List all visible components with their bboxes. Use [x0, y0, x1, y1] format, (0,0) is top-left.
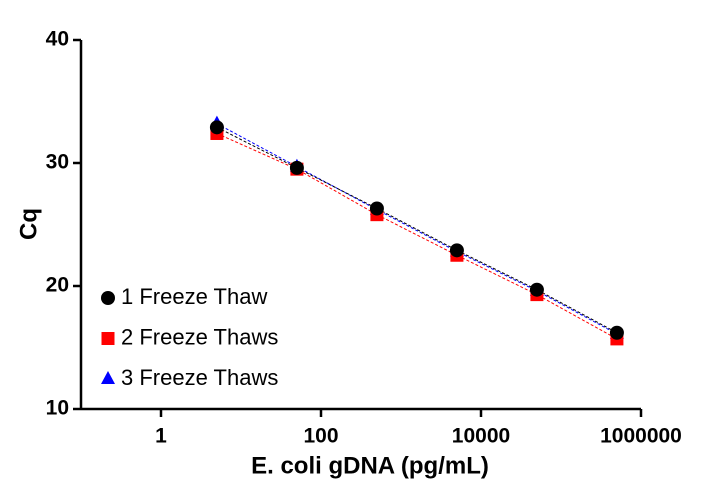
x-tick-label: 1 — [155, 425, 167, 448]
y-tick-label: 10 — [46, 397, 69, 420]
legend-label: 3 Freeze Thaws — [121, 365, 278, 390]
marker — [609, 325, 624, 340]
series-line — [216, 126, 618, 334]
x-axis-label: E. coli gDNA (pg/mL) — [251, 452, 489, 479]
x-tick-label: 1000000 — [600, 425, 682, 448]
series-line — [216, 123, 618, 335]
marker — [101, 332, 115, 345]
marker — [289, 160, 304, 175]
marker — [369, 201, 384, 216]
marker — [101, 291, 115, 305]
x-tick-label: 100 — [303, 425, 338, 448]
series-line — [216, 133, 618, 340]
legend-label: 2 Freeze Thaws — [121, 324, 278, 349]
y-tick-label: 30 — [46, 151, 69, 174]
marker — [449, 243, 464, 258]
y-tick-label: 40 — [46, 28, 69, 51]
y-tick-label: 20 — [46, 274, 69, 297]
x-tick-label: 10000 — [452, 425, 510, 448]
y-axis-label: Cq — [15, 208, 42, 240]
marker — [529, 282, 544, 297]
marker — [209, 120, 224, 135]
marker — [101, 371, 115, 384]
legend-label: 1 Freeze Thaw — [121, 284, 267, 309]
